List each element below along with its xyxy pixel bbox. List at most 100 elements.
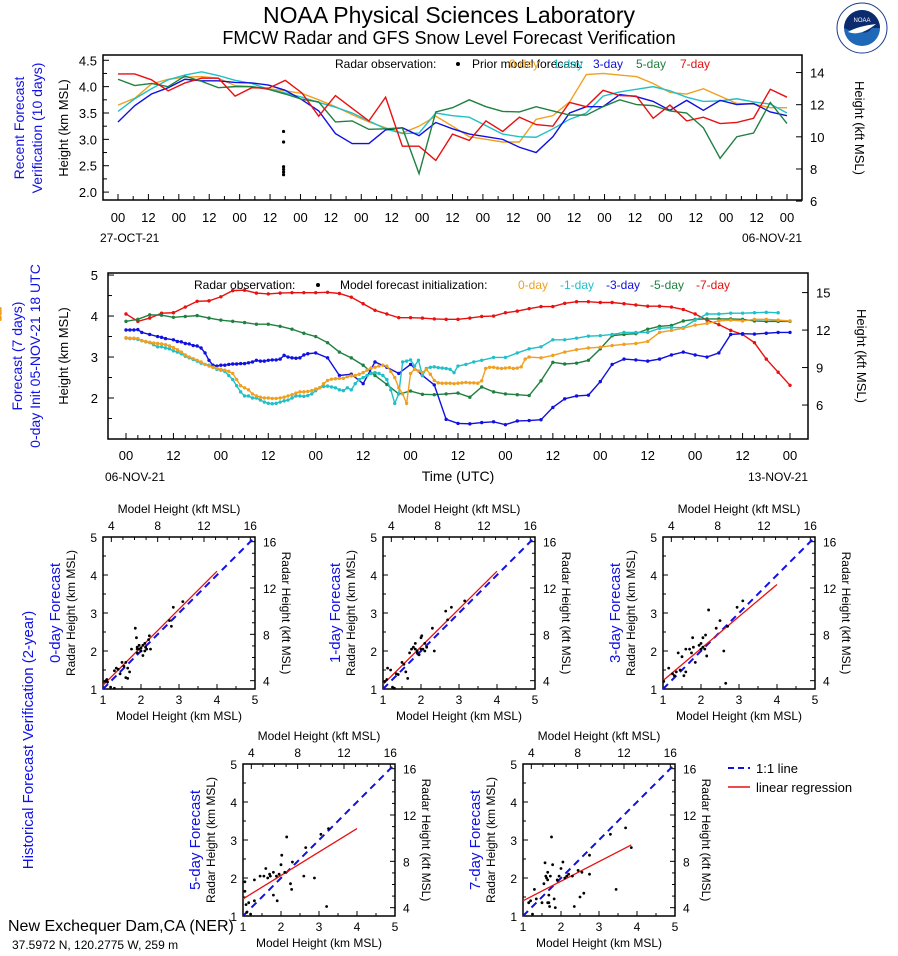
scatter-point [703, 647, 707, 651]
x-tick-label: 1 [380, 693, 387, 707]
series-point--1-day [563, 338, 567, 342]
series-point--1-day [274, 401, 278, 406]
series-point-0-day [357, 372, 361, 376]
x-tick-label: 2 [698, 693, 705, 707]
scatter-point [553, 906, 557, 910]
series-point--1-day [258, 398, 263, 402]
x-top-axis-label: Model Height (kft MSL) [538, 729, 661, 743]
top-tick-label: 12 [197, 519, 211, 533]
series-point--1-day [302, 394, 306, 399]
series-point-0-day [171, 345, 176, 350]
legend-entry--3-day: -3-day [606, 278, 640, 292]
series-point--5-day [432, 393, 436, 397]
obs-point [281, 129, 286, 134]
y-right-tick-label: 14 [810, 66, 824, 81]
scatter-point [120, 661, 124, 664]
series-point--7-day [610, 300, 614, 305]
series-line--3-day [126, 328, 790, 426]
x-tick-label: 4 [214, 693, 221, 707]
series-point-0-day [128, 336, 132, 340]
scatter-point [565, 874, 569, 878]
scatter-point [432, 649, 436, 653]
scatter-point [684, 670, 688, 674]
scatter-point [243, 889, 247, 893]
scatter-point [313, 876, 316, 880]
x-tick-label: 5 [252, 693, 259, 707]
series-point-0-day [345, 374, 350, 379]
series-point--5-day [515, 393, 519, 397]
series-point--1-day [361, 375, 365, 380]
scatter-point [135, 651, 139, 655]
series-point--1-day [262, 400, 267, 404]
series-point--3-day [397, 371, 401, 376]
series-point--7-day [586, 299, 591, 304]
series-point--3-day [491, 420, 496, 424]
series-point--3-day [298, 356, 302, 360]
series-point--3-day [515, 419, 519, 423]
series-point-0-day [227, 369, 231, 374]
y-axis-label: Height (km MSL) [56, 307, 71, 405]
series-point-0-day [420, 370, 425, 375]
series-point-0-day [444, 381, 448, 385]
x-tick-label: 1 [520, 920, 527, 934]
series-point--7-day [764, 357, 768, 361]
series-point-0-day [207, 364, 211, 368]
scatter-point [714, 626, 718, 630]
series-point--7-day [752, 340, 757, 345]
series-point-0-day [246, 388, 251, 392]
series-point--3-day [262, 359, 267, 363]
series-point-0-day [480, 379, 484, 383]
right-tick-label: 4 [823, 675, 830, 689]
scatter-point [667, 666, 671, 670]
series-point--5-day [646, 327, 650, 331]
legend-one-to-one-label: 1:1 line [756, 761, 798, 776]
series-point-0-day [136, 336, 140, 341]
series-point-0-day [282, 395, 286, 399]
scatter-point [561, 860, 565, 864]
series-point--1-day [345, 386, 350, 390]
series-point-0-day [456, 381, 460, 385]
series-point-0-day [175, 347, 180, 352]
scatter-point [393, 686, 396, 690]
series-point--3-day [278, 357, 282, 361]
series-point--3-day [717, 351, 721, 355]
series-point--3-day [527, 418, 531, 423]
scatter-point [262, 874, 266, 878]
series-point-0-day [412, 367, 417, 372]
series-point--7-day [373, 308, 377, 312]
legend-obs-marker [456, 62, 460, 66]
x-tick-label: 3 [316, 920, 323, 934]
series-point--7-day [551, 304, 555, 309]
series-point--1-day [163, 346, 168, 350]
legend-entry-1-day: 1-day [553, 57, 583, 71]
y-tick-label: 2.0 [79, 185, 97, 200]
scatter-point [244, 903, 248, 906]
series-point--7-day [337, 291, 342, 296]
scatter-point [688, 647, 691, 651]
series-point--3-day [227, 362, 231, 367]
series-point-0-day [140, 338, 144, 343]
series-point--3-day [148, 332, 152, 337]
series-point-0-day [646, 339, 650, 344]
scatter-point [415, 649, 419, 653]
series-point--3-day [215, 364, 219, 368]
series-point--7-day [408, 315, 413, 320]
series-point--5-day [563, 362, 567, 366]
series-point--3-day [155, 334, 160, 339]
series-point-0-day [705, 321, 709, 326]
series-point--5-day [290, 327, 294, 331]
scatter-point [137, 643, 141, 647]
series-point--3-day [444, 417, 448, 422]
x-tick-label: 5 [532, 693, 539, 707]
series-point-0-day [499, 366, 504, 371]
series-point-0-day [416, 369, 421, 373]
series-point--1-day [432, 365, 436, 369]
series-point--3-day [223, 363, 227, 367]
series-point--3-day [195, 344, 199, 348]
series-point-0-day [361, 370, 365, 375]
scatter-point [109, 685, 112, 689]
scatter-point [629, 846, 633, 849]
series-point-0-day [329, 377, 334, 381]
y-tick-label: 4.5 [79, 53, 97, 68]
top-tick-label: 12 [617, 746, 631, 760]
